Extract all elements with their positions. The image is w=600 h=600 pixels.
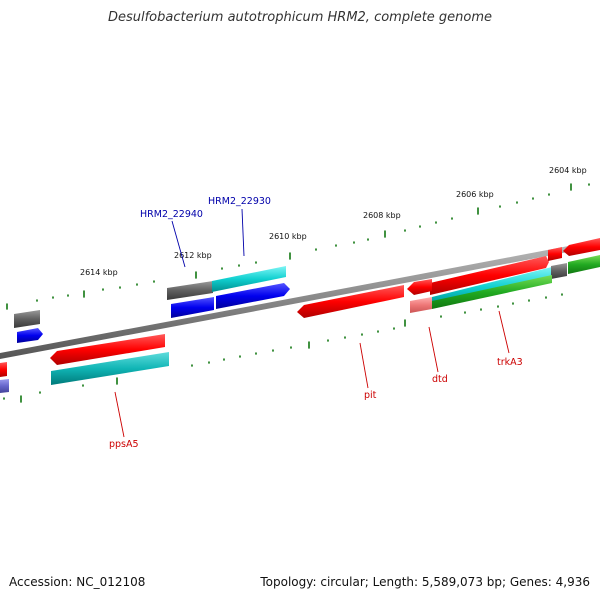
gene-trkA3-green[interactable] xyxy=(432,275,552,309)
genome-summary-text: Topology: circular; Length: 5,589,073 bp… xyxy=(260,575,590,589)
gene-trkA3-gray[interactable] xyxy=(551,263,567,279)
gene-hrm2-22940-gray[interactable] xyxy=(167,281,213,300)
gene-gray-left[interactable] xyxy=(14,310,40,328)
gene-green-right[interactable] xyxy=(568,255,600,274)
label-trkA3[interactable]: trkA3 xyxy=(497,357,523,368)
leader-hrm2-22940 xyxy=(171,220,186,268)
gene-blue-left[interactable] xyxy=(17,328,43,343)
leader-trkA3 xyxy=(498,310,510,354)
kbp-scale-labels: 2614 kbp 2612 kbp 2610 kbp 2608 kbp 2606… xyxy=(80,166,587,277)
label-pit[interactable]: pit xyxy=(364,390,377,401)
label-dtd[interactable]: dtd xyxy=(432,374,448,385)
label-ppsA5[interactable]: ppsA5 xyxy=(109,439,139,450)
leader-hrm2-22930 xyxy=(241,208,245,257)
gene-red-forward-3[interactable] xyxy=(563,238,600,256)
gene-labels: HRM2_22940 HRM2_22930 ppsA5 pit dtd trkA… xyxy=(109,196,523,450)
forward-strand-genes[interactable] xyxy=(167,238,600,300)
genome-backbone xyxy=(0,240,600,359)
label-leader-lines xyxy=(114,208,510,438)
leader-ppsA5 xyxy=(114,391,125,438)
gene-pit[interactable] xyxy=(297,285,404,318)
gene-pink-dtd[interactable] xyxy=(410,297,432,313)
gene-hrm2-22930[interactable] xyxy=(212,266,286,292)
gene-red-forward-2[interactable] xyxy=(548,247,562,261)
label-hrm2-22940[interactable]: HRM2_22940 xyxy=(140,209,203,220)
kbp-label-2606: 2606 kbp xyxy=(456,190,494,199)
kbp-label-2614: 2614 kbp xyxy=(80,268,118,277)
outer-tick-ring xyxy=(6,183,590,310)
accession-text: Accession: NC_012108 xyxy=(9,575,146,589)
reverse-strand-genes[interactable] xyxy=(0,255,600,393)
genome-title: Desulfobacterium autotrophicum HRM2, com… xyxy=(107,10,493,25)
kbp-label-2610: 2610 kbp xyxy=(269,232,307,241)
leader-pit xyxy=(359,342,369,389)
gene-red-edge-left[interactable] xyxy=(0,362,7,377)
gene-ppsA5-teal[interactable] xyxy=(51,352,169,385)
gene-dtd[interactable] xyxy=(407,279,432,295)
inner-tick-ring xyxy=(3,293,563,403)
gene-blue-hrm2-22930[interactable] xyxy=(216,283,290,309)
kbp-label-2608: 2608 kbp xyxy=(363,211,401,220)
gene-ppsA5-red[interactable] xyxy=(50,334,165,365)
kbp-label-2612: 2612 kbp xyxy=(174,251,212,260)
gene-blue-hrm2-22940[interactable] xyxy=(171,297,214,318)
gene-purple-edge-left[interactable] xyxy=(0,379,9,393)
gene-red-forward-1[interactable] xyxy=(430,256,549,295)
label-hrm2-22930[interactable]: HRM2_22930 xyxy=(208,196,271,207)
kbp-label-2604: 2604 kbp xyxy=(549,166,587,175)
leader-dtd xyxy=(428,326,439,373)
